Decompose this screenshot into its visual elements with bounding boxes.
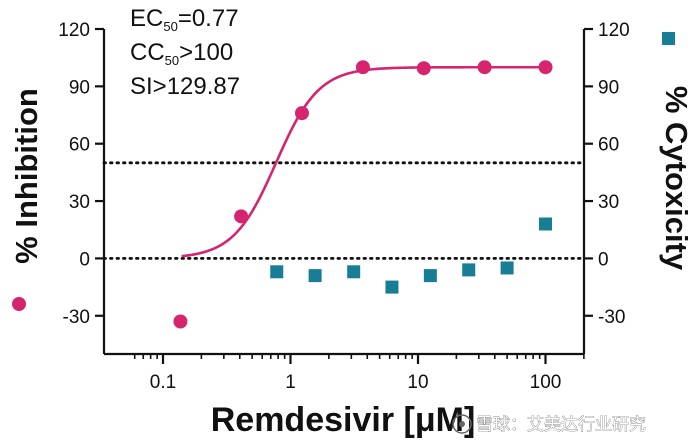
left-y-tick-label: 60: [69, 135, 90, 156]
si-annotation: SI>129.87: [130, 73, 240, 100]
x-axis-ticks: 0.1 1 10 100: [133, 354, 585, 393]
left-axis-title: % Inhibition: [9, 88, 44, 264]
right-axis-title-group: % Cytoxicity: [659, 32, 691, 271]
right-y-tick-label: -30: [598, 307, 625, 328]
inhibition-point: [294, 106, 309, 121]
cytotoxicity-point: [347, 265, 361, 279]
right-y-tick-label: 120: [598, 20, 630, 41]
inhibition-point: [173, 314, 188, 329]
watermark: 雪球：艾美达行业研究: [452, 414, 646, 435]
left-y-tick-label: 0: [79, 249, 90, 270]
right-y-tick-label: 90: [598, 77, 619, 98]
watermark-logo-dot: [459, 421, 465, 427]
right-axis-title: % Cytoxicity: [659, 86, 691, 271]
x-tick-label: 10: [407, 372, 428, 393]
left-y-tick-label: 90: [69, 77, 90, 98]
cytotoxicity-point: [462, 263, 476, 277]
inhibition-series: [173, 60, 553, 329]
x-tick-label: 1: [285, 372, 296, 393]
cytotoxicity-point: [539, 217, 552, 231]
inhibition-point: [477, 60, 492, 75]
cytotoxicity-point: [423, 269, 437, 283]
reference-lines: [102, 161, 586, 260]
cytotoxicity-point: [308, 269, 322, 283]
left-y-tick-label: 120: [58, 20, 90, 41]
left-y-tick-label: 30: [69, 192, 90, 213]
right-y-tick-label: 30: [598, 192, 619, 213]
x-tick-label: 0.1: [150, 372, 176, 393]
inhibition-point: [234, 209, 249, 224]
cytotoxicity-legend-marker: [662, 32, 675, 45]
annotation-block: EC50=0.77 CC50>100 SI>129.87: [130, 5, 240, 100]
cytotoxicity-series: [270, 217, 552, 294]
axes: [102, 29, 586, 356]
cytotoxicity-point: [385, 280, 399, 294]
right-y-ticks: -30 0 30 60 90 120: [584, 20, 630, 328]
left-y-tick-label: -30: [63, 307, 90, 328]
watermark-logo-icon: [452, 414, 472, 434]
cc50-annotation: CC50>100: [130, 39, 233, 68]
cytotoxicity-point: [270, 265, 284, 279]
inhibition-point: [416, 61, 431, 76]
right-y-tick-label: 60: [598, 135, 619, 156]
x-tick-label: 100: [530, 372, 562, 393]
right-y-tick-label: 0: [598, 249, 609, 270]
inhibition-point: [538, 60, 553, 75]
watermark-text: 雪球：艾美达行业研究: [476, 415, 646, 435]
inhibition-legend-marker: [12, 297, 26, 311]
left-y-ticks: -30 0 30 60 90 120: [58, 20, 104, 328]
x-axis-title: Remdesivir [μM]: [211, 401, 476, 439]
left-axis-title-group: % Inhibition: [9, 88, 44, 311]
inhibition-point: [355, 60, 370, 75]
ec50-annotation: EC50=0.77: [130, 5, 239, 34]
cytotoxicity-point: [500, 261, 514, 275]
